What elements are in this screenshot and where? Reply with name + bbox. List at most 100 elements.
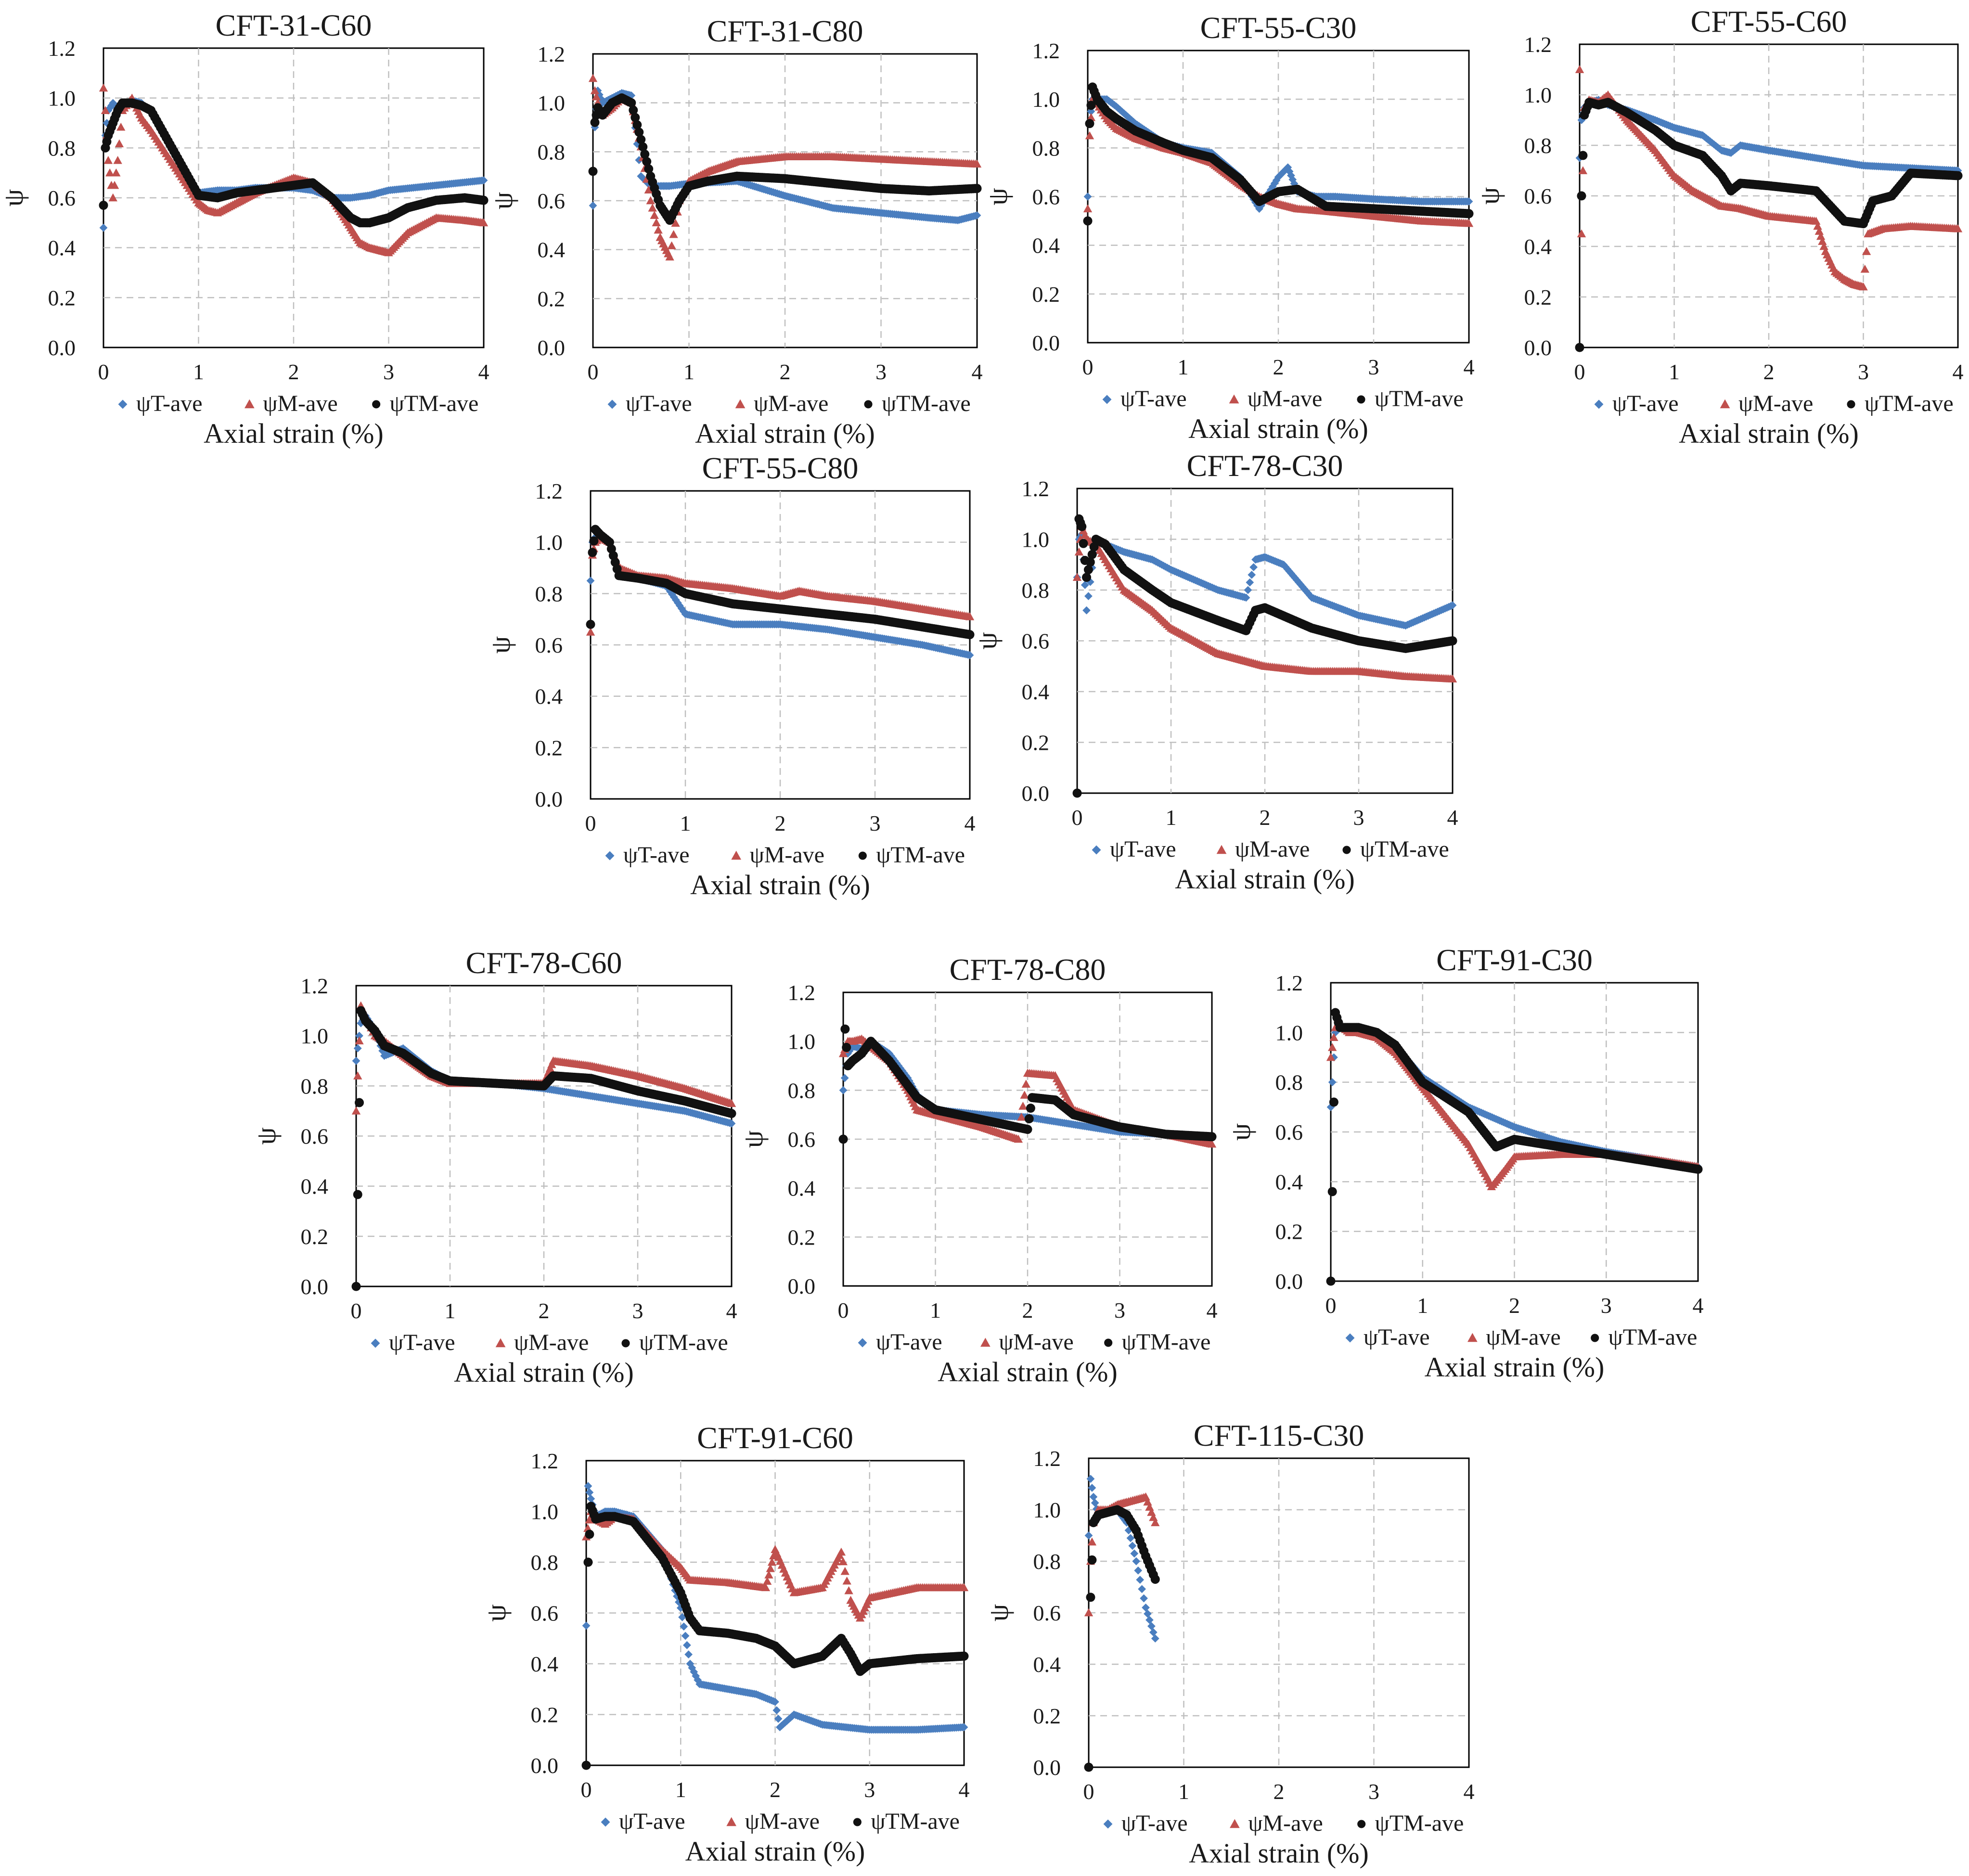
data-point-circle	[590, 117, 600, 127]
y-tick-label: 0.6	[1022, 629, 1050, 654]
y-axis-label: ψ	[487, 192, 518, 209]
x-tick-label: 4	[478, 360, 489, 384]
y-tick-label: 0.6	[535, 633, 563, 657]
x-tick-label: 0	[351, 1298, 362, 1323]
x-tick-label: 3	[383, 360, 394, 384]
y-tick-label: 0.2	[1032, 282, 1060, 307]
data-point-triangle	[671, 218, 680, 227]
data-point-circle	[588, 167, 598, 176]
data-point-diamond	[589, 201, 597, 210]
data-point-triangle	[1086, 113, 1096, 121]
data-point-circle	[1079, 539, 1088, 548]
x-tick-label: 1	[445, 1298, 456, 1323]
data-point-triangle	[115, 139, 124, 148]
legend-marker-circle	[1342, 846, 1351, 854]
chart-title: CFT-78-C30	[1187, 449, 1343, 483]
x-axis-label: Axial strain (%)	[695, 418, 875, 449]
x-tick-label: 4	[1447, 805, 1458, 830]
data-point-circle	[1086, 101, 1096, 110]
legend-label: ψT-ave	[136, 391, 203, 416]
chart-title: CFT-55-C30	[1200, 11, 1357, 45]
y-tick-label: 1.2	[48, 36, 76, 61]
y-tick-label: 0.6	[1032, 185, 1060, 209]
x-tick-label: 1	[683, 360, 695, 384]
legend-label: ψM-ave	[1738, 391, 1813, 416]
data-point-triangle	[667, 241, 676, 249]
x-axis-label: Axial strain (%)	[1175, 863, 1355, 895]
y-tick-label: 0.8	[1032, 136, 1060, 160]
y-axis-label: ψ	[0, 189, 29, 206]
chart-title: CFT-31-C80	[707, 14, 863, 48]
data-point-triangle	[101, 106, 110, 114]
y-tick-label: 0.8	[301, 1074, 329, 1098]
data-point-circle	[727, 1109, 736, 1118]
y-axis-label: ψ	[982, 188, 1013, 205]
data-point-circle	[1085, 557, 1095, 567]
y-tick-label: 0.8	[48, 136, 76, 160]
data-point-triangle	[972, 159, 982, 168]
y-tick-label: 0.6	[1524, 184, 1552, 208]
y-tick-label: 0.4	[301, 1174, 329, 1199]
chart-panel-6: 0.00.20.40.60.81.01.20 1 2 3 4ψCFT-78-C30ψT-…	[971, 449, 1458, 895]
legend-marker-triangle	[1720, 399, 1730, 409]
y-tick-label: 0.0	[1022, 781, 1050, 806]
x-tick-label: 0	[838, 1298, 849, 1323]
x-tick-label: 4	[972, 360, 983, 384]
chart-title: CFT-78-C80	[950, 952, 1106, 987]
data-point-triangle	[105, 168, 115, 177]
legend-label: ψM-ave	[750, 842, 824, 868]
legend-marker-triangle	[731, 850, 742, 860]
legend-marker-circle	[864, 400, 873, 409]
chart-title: CFT-78-C60	[466, 946, 622, 980]
data-point-circle	[353, 1190, 362, 1199]
x-tick-label: 4	[1953, 360, 1964, 384]
y-tick-label: 1.0	[1524, 83, 1552, 107]
x-tick-label: 3	[1858, 360, 1869, 384]
chart-panel-3: 0.00.20.40.60.81.01.20 1 2 3 4ψCFT-55-C30ψT-…	[982, 11, 1475, 444]
y-tick-label: 0.4	[1032, 233, 1060, 258]
data-point-triangle	[592, 92, 601, 101]
y-tick-label: 0.8	[1022, 578, 1050, 603]
y-tick-label: 0.6	[301, 1124, 329, 1149]
legend-label: ψT-ave	[623, 842, 690, 868]
legend-label: ψT-ave	[626, 391, 692, 416]
y-tick-label: 1.2	[788, 980, 816, 1005]
x-tick-label: 3	[1114, 1298, 1125, 1323]
x-tick-label: 0	[585, 811, 596, 835]
x-axis-label: Axial strain (%)	[1679, 418, 1859, 449]
legend-marker-diamond	[118, 399, 128, 409]
y-axis-label: ψ	[250, 1127, 282, 1144]
y-tick-label: 1.0	[538, 91, 566, 116]
data-point-triangle	[650, 211, 659, 219]
series-3	[1083, 82, 1474, 226]
legend-label: ψT-ave	[1612, 391, 1679, 416]
y-tick-label: 0.4	[788, 1176, 816, 1201]
legend-marker-circle	[372, 400, 381, 409]
y-tick-label: 0.2	[788, 1225, 816, 1249]
data-point-triangle	[590, 86, 600, 94]
data-point-diamond	[99, 223, 108, 232]
chart-panel-2: 0.00.20.40.60.81.01.20 1 2 3 4ψCFT-31-C80ψT-…	[487, 14, 983, 449]
y-tick-label: 1.2	[301, 974, 329, 998]
y-tick-label: 1.2	[1022, 476, 1050, 501]
data-point-triangle	[116, 122, 126, 131]
x-tick-label: 0	[588, 360, 599, 384]
legend-label: ψTM-ave	[1865, 391, 1954, 416]
legend-marker-diamond	[371, 1338, 380, 1348]
y-tick-label: 1.0	[1022, 527, 1050, 552]
x-tick-label: 3	[870, 811, 881, 835]
data-point-triangle	[588, 74, 598, 82]
legend-label: ψTM-ave	[390, 391, 479, 416]
legend-marker-triangle	[1216, 845, 1227, 854]
data-point-diamond	[1577, 116, 1586, 124]
legend-marker-diamond	[1092, 845, 1101, 855]
data-point-circle	[634, 128, 644, 137]
x-tick-label: 4	[1207, 1298, 1218, 1323]
legend-marker-diamond	[1102, 395, 1112, 404]
chart-panel-5: 0.00.20.40.60.81.01.20 1 2 3 4ψCFT-55-C80ψT-…	[485, 451, 976, 900]
data-point-triangle	[479, 218, 489, 227]
data-point-diamond	[973, 211, 981, 219]
y-tick-label: 1.0	[1032, 87, 1060, 112]
x-tick-label: 2	[1763, 360, 1775, 384]
data-point-diamond	[103, 119, 111, 127]
